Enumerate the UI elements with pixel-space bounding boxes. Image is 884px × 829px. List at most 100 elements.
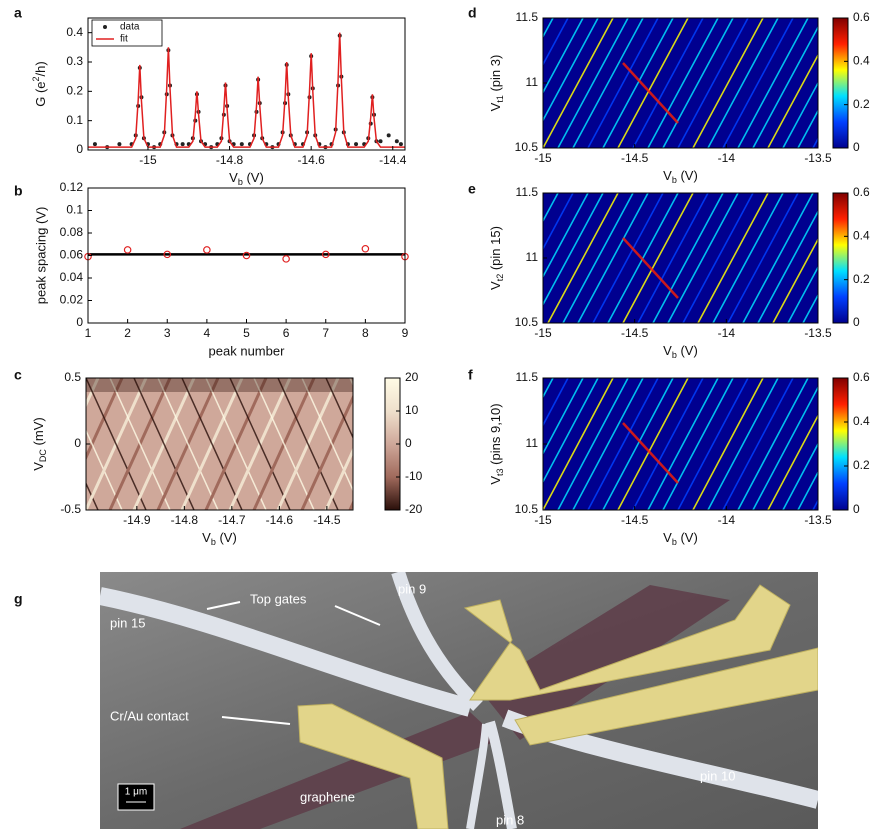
axis-label: Vb (V)	[663, 343, 698, 360]
panel-letter: g	[14, 591, 23, 607]
data-point	[398, 142, 403, 147]
panel-letter: f	[468, 367, 473, 383]
heatmap-texture	[878, 193, 884, 323]
contact	[514, 647, 818, 746]
x-tick-label: 1	[85, 326, 92, 340]
data-point	[321, 250, 330, 259]
heatmap-texture	[787, 265, 818, 323]
heatmap-texture	[632, 378, 704, 510]
heatmap-texture	[873, 18, 884, 148]
axis-label: G (e2/h)	[31, 61, 48, 106]
axis-label-part: b	[672, 175, 677, 185]
axis-label: VDC (mV)	[31, 417, 48, 470]
heatmap-texture	[562, 193, 634, 323]
x-tick-label: -14	[718, 151, 736, 165]
x-tick-label: 7	[322, 326, 329, 340]
x-tick-label: -14.8	[171, 513, 199, 527]
axis-label: Vt2 (pin 15)	[488, 226, 505, 290]
heatmap-texture	[707, 18, 779, 148]
heatmap-texture	[752, 385, 818, 510]
heatmap-texture	[423, 18, 493, 148]
top-gate	[466, 723, 490, 829]
x-tick-label: -14.9	[123, 513, 151, 527]
y-tick-label: 10.5	[515, 502, 539, 516]
heatmap-texture	[692, 378, 764, 510]
y-tick-label: 0.02	[60, 293, 84, 307]
heatmap-texture	[301, 378, 353, 493]
plot-area	[88, 32, 405, 150]
heatmap-texture	[677, 378, 749, 510]
colorbar	[832, 192, 849, 324]
heatmap-texture	[543, 378, 569, 427]
heatmap-texture	[647, 18, 719, 148]
x-tick-label: 3	[164, 326, 171, 340]
heatmap-texture	[86, 481, 99, 510]
x-tick-label: -14	[718, 513, 736, 527]
heatmap-texture	[543, 378, 599, 484]
axis-label-part: V	[229, 170, 238, 185]
data-point	[354, 142, 359, 147]
sem-label: Top gates	[250, 591, 307, 606]
x-tick-label: -13.5	[804, 326, 832, 340]
panel-letter: e	[468, 181, 476, 197]
colorbar-tick-label: 20	[405, 370, 419, 384]
heatmap-texture	[737, 18, 809, 148]
heatmap-texture	[677, 18, 749, 148]
sem-label: pin 8	[496, 812, 524, 827]
y-tick-label: 0.04	[60, 270, 84, 284]
heatmap-texture	[181, 378, 243, 510]
heatmap-texture	[797, 109, 818, 148]
x-tick-label: 8	[362, 326, 369, 340]
x-tick-label: 2	[124, 326, 131, 340]
heatmap-texture	[782, 81, 818, 148]
heatmap-base	[86, 378, 353, 510]
heatmap-texture	[0, 378, 26, 510]
axis-label-part: b	[672, 537, 677, 547]
legend-box	[91, 19, 163, 47]
heatmap-texture	[587, 378, 659, 510]
sem-label: Cr/Au contact	[110, 708, 189, 723]
axis-label-part: V	[663, 530, 672, 545]
data-point	[163, 250, 172, 259]
x-tick-label: -14.6	[297, 153, 325, 167]
heatmap-texture	[543, 18, 599, 122]
colorbar-tick-label: 0.2	[853, 97, 870, 111]
heatmap-texture	[662, 18, 734, 148]
colorbar-tick-label: 0.6	[853, 10, 870, 24]
axis-label: peak number	[209, 343, 286, 358]
axis-label-part: /h)	[33, 61, 48, 76]
axis-label-part: 2	[31, 76, 41, 81]
heatmap-texture	[647, 378, 719, 510]
axis-label: Vb (V)	[663, 530, 698, 547]
colorbar-tick-label: 0.6	[853, 370, 870, 384]
axis-label-part: (V)	[243, 170, 264, 185]
heatmap-texture	[543, 378, 614, 510]
axis-label-part: V	[202, 530, 211, 545]
axis-label-part: V	[663, 343, 672, 358]
heatmap-texture	[253, 378, 315, 510]
data-point	[180, 142, 185, 147]
top-gate	[485, 720, 517, 829]
legend-swatch	[103, 25, 107, 29]
y-tick-label: 0	[74, 436, 81, 450]
heatmap-texture	[662, 378, 734, 510]
axis-label-part: t3	[495, 468, 505, 476]
heatmap-texture	[557, 378, 629, 510]
data-point	[203, 246, 211, 254]
heatmap-texture	[617, 378, 689, 510]
y-tick-label: 0.2	[66, 84, 83, 98]
axis-label-part: (pin 15)	[488, 226, 503, 274]
x-tick-label: 9	[402, 326, 409, 340]
heatmap-texture	[86, 378, 353, 392]
axis-label: Vb (V)	[202, 530, 237, 547]
x-tick-label: -14.7	[218, 513, 246, 527]
axis-label-part: V	[488, 102, 503, 111]
axis-label-part: DC	[38, 449, 48, 462]
axis-label-part: G (e	[33, 81, 48, 106]
heatmap-texture	[752, 25, 818, 148]
arrow	[334, 605, 381, 626]
x-tick-label: -15	[534, 513, 552, 527]
heatmap-texture	[592, 193, 664, 323]
y-tick-label: 0	[76, 315, 83, 329]
heatmap-texture	[543, 18, 569, 67]
